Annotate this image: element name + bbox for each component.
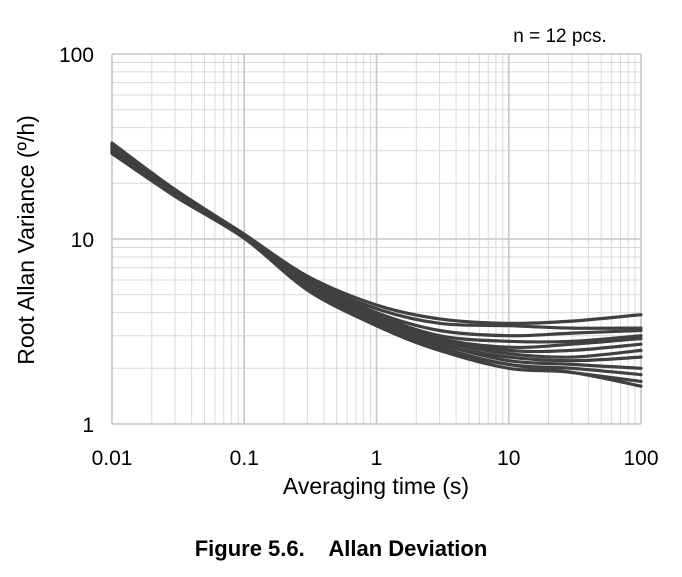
series-line-12 [110, 151, 643, 388]
allan-deviation-chart: 0.01 0.1 1 10 100 1 10 100 n = 12 pcs. Averagi… [13, 26, 659, 499]
x-tick-labels: 0.01 0.1 1 10 100 [92, 447, 659, 470]
y-axis-title: Root Allan Variance (º/h) [13, 115, 39, 365]
x-tick-label: 1 [371, 447, 383, 470]
sample-count-annotation: n = 12 pcs. [513, 26, 606, 47]
x-tick-label: 0.01 [92, 447, 133, 470]
x-tick-label: 10 [497, 447, 520, 470]
figure-caption: Figure 5.6. Allan Deviation [194, 536, 488, 561]
x-tick-label: 100 [623, 447, 658, 470]
y-tick-label: 100 [59, 44, 94, 67]
series-lines [110, 141, 643, 388]
x-tick-label: 0.1 [230, 447, 259, 470]
y-tick-label: 1 [82, 414, 94, 437]
y-tick-label: 10 [71, 229, 94, 252]
y-tick-labels: 1 10 100 [59, 44, 94, 437]
x-axis-title: Averaging time (s) [283, 473, 469, 499]
